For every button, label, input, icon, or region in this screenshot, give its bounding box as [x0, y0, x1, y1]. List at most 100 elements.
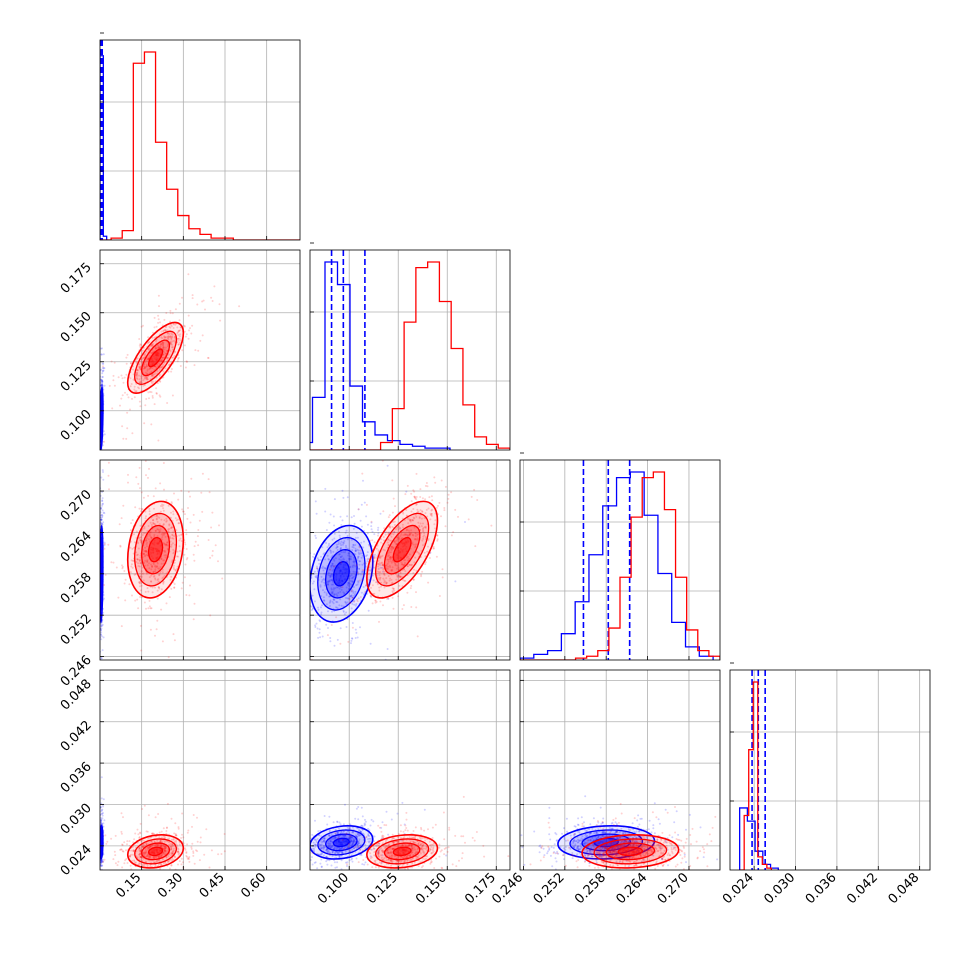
red-histogram-2 [520, 472, 720, 660]
scatter-point [410, 606, 412, 608]
scatter-point [420, 575, 422, 577]
scatter-point [311, 606, 313, 608]
scatter-point [137, 607, 139, 609]
scatter-point [184, 544, 186, 546]
scatter-point [101, 797, 103, 799]
scatter-point [100, 638, 102, 640]
scatter-point [180, 490, 182, 492]
scatter-point [200, 837, 202, 839]
panel-2-2 [520, 453, 720, 660]
scatter-point [439, 595, 441, 597]
scatter-point [367, 532, 369, 534]
scatter-point [101, 864, 103, 866]
scatter-point [100, 451, 102, 453]
scatter-point [306, 597, 308, 599]
scatter-point [290, 485, 292, 487]
panel-content [65, 414, 223, 684]
scatter-point [157, 440, 159, 442]
scatter-point [129, 409, 131, 411]
scatter-point [193, 618, 195, 620]
scatter-point [156, 392, 158, 394]
scatter-point [316, 567, 318, 569]
scatter-point [119, 405, 121, 407]
scatter-point [69, 648, 71, 650]
scatter-point [114, 385, 116, 387]
scatter-point [120, 398, 122, 400]
scatter-point [369, 545, 371, 547]
scatter-point [101, 776, 103, 778]
scatter-point [167, 803, 169, 805]
scatter-point [351, 590, 353, 592]
scatter-point [405, 491, 407, 493]
scatter-point [101, 505, 103, 507]
scatter-point [305, 490, 307, 492]
scatter-point [174, 822, 176, 824]
scatter-point [197, 350, 199, 352]
scatter-point [104, 385, 106, 387]
scatter-point [364, 591, 366, 593]
scatter-point [127, 354, 129, 356]
scatter-point [143, 497, 145, 499]
scatter-point [88, 559, 90, 561]
scatter-point [187, 273, 189, 275]
grid [520, 453, 720, 660]
scatter-point [99, 454, 101, 456]
scatter-point [136, 599, 138, 601]
scatter-point [365, 515, 367, 517]
scatter-point [442, 568, 444, 570]
scatter-point [316, 513, 318, 515]
scatter-point [350, 640, 352, 642]
scatter-point [474, 545, 476, 547]
scatter-point [101, 500, 103, 502]
scatter-point [340, 516, 342, 518]
scatter-point [428, 496, 430, 498]
scatter-point [100, 456, 102, 458]
scatter-point [372, 602, 374, 604]
scatter-point [98, 875, 100, 877]
scatter-point [218, 524, 220, 526]
scatter-point [181, 587, 183, 589]
scatter-point [221, 578, 223, 580]
scatter-point [154, 326, 156, 328]
scatter-point [221, 853, 223, 855]
scatter-point [335, 616, 337, 618]
scatter-point [101, 485, 103, 487]
scatter-point [300, 569, 302, 571]
scatter-point [169, 310, 171, 312]
scatter-point [100, 519, 102, 521]
scatter-point [125, 357, 127, 359]
scatter-point [100, 879, 102, 881]
scatter-point [359, 546, 361, 548]
scatter-point [364, 502, 366, 504]
scatter-point [127, 474, 129, 476]
scatter-point [102, 376, 104, 378]
scatter-point [165, 312, 167, 314]
scatter-point [140, 650, 142, 652]
scatter-point [98, 890, 100, 892]
scatter-point [143, 871, 145, 873]
scatter-point [191, 325, 193, 327]
scatter-point [126, 427, 128, 429]
scatter-point [124, 377, 126, 379]
scatter-point [331, 624, 333, 626]
y-tick-label: 0.175 [58, 260, 95, 297]
scatter-point [354, 523, 356, 525]
scatter-point [440, 515, 442, 517]
scatter-point [103, 367, 105, 369]
scatter-point [355, 637, 357, 639]
scatter-point [123, 570, 125, 572]
scatter-point [328, 522, 330, 524]
scatter-point [361, 526, 363, 528]
scatter-point [168, 873, 170, 875]
scatter-point [102, 365, 104, 367]
scatter-point [367, 524, 369, 526]
scatter-point [468, 518, 470, 520]
scatter-point [98, 878, 100, 880]
scatter-point [158, 295, 160, 297]
panel-content [300, 250, 510, 450]
scatter-point [403, 604, 405, 606]
scatter-point [117, 597, 119, 599]
scatter-point [353, 601, 355, 603]
scatter-point [177, 358, 179, 360]
scatter-point [181, 508, 183, 510]
